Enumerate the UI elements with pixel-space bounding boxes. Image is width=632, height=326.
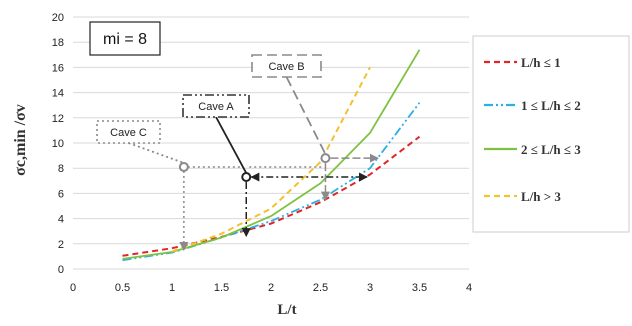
legend-label-2: 1 ≤ L/h ≤ 2 xyxy=(521,98,581,113)
cave-marker-a xyxy=(241,172,252,183)
y-tick-label: 14 xyxy=(52,88,64,100)
y-tick-label: 4 xyxy=(58,214,64,226)
x-tick-label: 0.5 xyxy=(115,282,130,294)
legend-label-3: 2 ≤ L/h ≤ 3 xyxy=(521,142,581,157)
x-tick-label: 2.5 xyxy=(313,282,328,294)
x-tick-label: 1 xyxy=(169,282,175,294)
cave-annotations: Cave A Cave B Cave C xyxy=(96,54,379,252)
x-tick-label: 4 xyxy=(466,282,472,294)
legend: L/h ≤ 1 1 ≤ L/h ≤ 2 2 ≤ L/h ≤ 3 L/h > 3 xyxy=(472,35,630,233)
x-tick-label: 2 xyxy=(268,282,274,294)
y-tick-label: 20 xyxy=(52,12,64,24)
legend-label-1: L/h ≤ 1 xyxy=(521,55,561,70)
legend-label-4: L/h > 3 xyxy=(521,189,561,204)
x-tick-label: 0 xyxy=(70,282,76,294)
cave-b-label-box xyxy=(251,54,322,78)
series-lines xyxy=(122,49,421,262)
cave-marker-c xyxy=(178,161,189,172)
cave-a-label: Cave A xyxy=(198,101,234,113)
y-tick-label: 2 xyxy=(58,239,64,251)
cave-c-leader-line xyxy=(128,142,185,164)
cave-a-leader-line xyxy=(215,116,248,174)
x-axis-label: L/t xyxy=(277,302,296,318)
x-tick-label: 3.5 xyxy=(412,282,427,294)
series-line-3 xyxy=(122,49,421,260)
inset-box: mi = 8 xyxy=(89,21,161,56)
y-tick-label: 12 xyxy=(52,113,64,125)
y-tick-label: 16 xyxy=(52,62,64,74)
x-tick-label: 3 xyxy=(367,282,373,294)
series-line-4 xyxy=(171,66,371,253)
y-tick-label: 18 xyxy=(52,37,64,49)
cave-c-label-box xyxy=(96,120,161,144)
y-tick-label: 8 xyxy=(58,163,64,175)
y-tick-label: 6 xyxy=(58,188,64,200)
series-line-1 xyxy=(122,135,421,257)
y-tick-label: 0 xyxy=(58,264,64,276)
cave-a-label-box xyxy=(182,94,250,118)
inset-label: mi = 8 xyxy=(103,31,147,48)
cave-marker-b xyxy=(320,153,331,164)
x-tick-label: 1.5 xyxy=(214,282,229,294)
cave-c-label: Cave C xyxy=(110,127,147,139)
y-tick-label: 10 xyxy=(52,138,64,150)
cave-b-label: Cave B xyxy=(268,61,304,73)
y-axis-label: σc,min /σv xyxy=(12,104,29,176)
axis-ticks: 0 2 4 6 8 10 12 14 16 18 20 0 0.5 1 1.5 2 2.5 3 3.5 4 xyxy=(52,12,472,294)
